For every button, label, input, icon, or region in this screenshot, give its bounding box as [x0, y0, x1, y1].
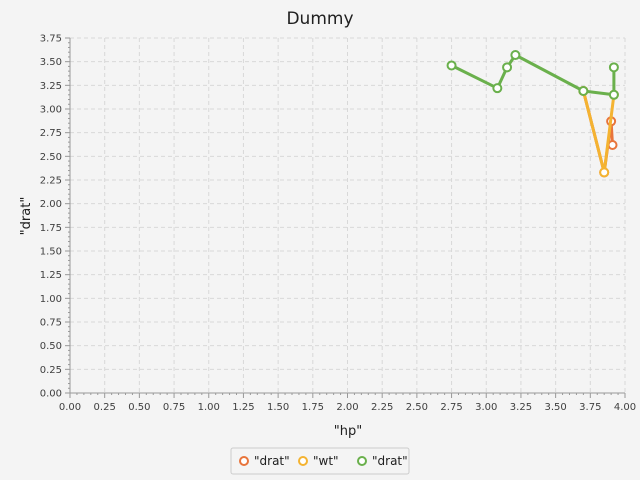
y-tick-label: 0.25	[40, 365, 62, 376]
series-line	[581, 89, 616, 174]
legend: "drat" "wt" "drat"	[230, 447, 410, 475]
data-point	[492, 83, 503, 94]
series-line	[450, 53, 616, 97]
y-tick-label: 2.00	[40, 199, 62, 210]
y-tick-label: 0.75	[40, 318, 62, 329]
legend-label: "wt"	[313, 454, 339, 468]
legend-box	[230, 447, 410, 475]
data-point	[578, 86, 589, 97]
series-2	[446, 50, 619, 100]
data-point	[607, 139, 618, 150]
y-tick-label: 3.75	[40, 34, 62, 45]
y-tick-label: 0.50	[40, 341, 62, 352]
x-tick-label: 2.50	[406, 402, 428, 413]
x-tick-label: 0.75	[163, 402, 185, 413]
x-tick-label: 3.25	[510, 402, 532, 413]
y-tick-label: 3.00	[40, 105, 62, 116]
x-tick-label: 1.50	[267, 402, 289, 413]
data-point	[502, 62, 513, 73]
x-tick-label: 2.00	[336, 402, 358, 413]
x-tick-label: 0.25	[94, 402, 116, 413]
y-tick-label: 3.25	[40, 81, 62, 92]
y-tick-label: 3.50	[40, 57, 62, 68]
x-tick-label: 0.50	[128, 402, 150, 413]
y-tick-label: 2.50	[40, 152, 62, 163]
data-point	[510, 50, 521, 61]
legend-marker	[357, 456, 367, 466]
x-tick-label: 3.75	[579, 402, 601, 413]
chart-title: Dummy	[286, 9, 353, 29]
x-tick-label: 3.00	[475, 402, 497, 413]
grid	[69, 37, 626, 394]
axes: 0.00 0.25 0.50 0.75 1.00 1.25 1.50 1.75 2.00 2.25…	[40, 34, 636, 414]
y-tick-label: 1.75	[40, 223, 62, 234]
x-tick-label: 1.75	[302, 402, 324, 413]
y-tick-label: 0.00	[40, 389, 62, 400]
y-tick-label: 2.25	[40, 176, 62, 187]
y-tick-label: 2.75	[40, 128, 62, 139]
legend-label: "drat"	[372, 454, 408, 468]
series-layer	[446, 50, 619, 178]
legend-marker	[298, 456, 308, 466]
legend-label: "drat"	[254, 454, 290, 468]
y-tick-label: 1.50	[40, 247, 62, 258]
x-tick-label: 3.50	[544, 402, 566, 413]
x-tick-label: 2.25	[371, 402, 393, 413]
data-point	[599, 167, 610, 178]
x-tick-label: 1.25	[232, 402, 254, 413]
y-tick-label: 1.00	[40, 294, 62, 305]
x-axis-title: "hp"	[334, 424, 362, 439]
x-tick-label: 0.00	[59, 402, 81, 413]
data-point	[608, 62, 619, 73]
x-tick-label: 4.00	[614, 402, 636, 413]
data-point	[608, 89, 619, 100]
y-axis-title: "drat"	[19, 197, 34, 236]
data-point	[446, 60, 457, 71]
y-tick-label: 1.25	[40, 270, 62, 281]
legend-marker	[239, 456, 249, 466]
x-tick-label: 2.75	[440, 402, 462, 413]
x-tick-label: 1.00	[198, 402, 220, 413]
